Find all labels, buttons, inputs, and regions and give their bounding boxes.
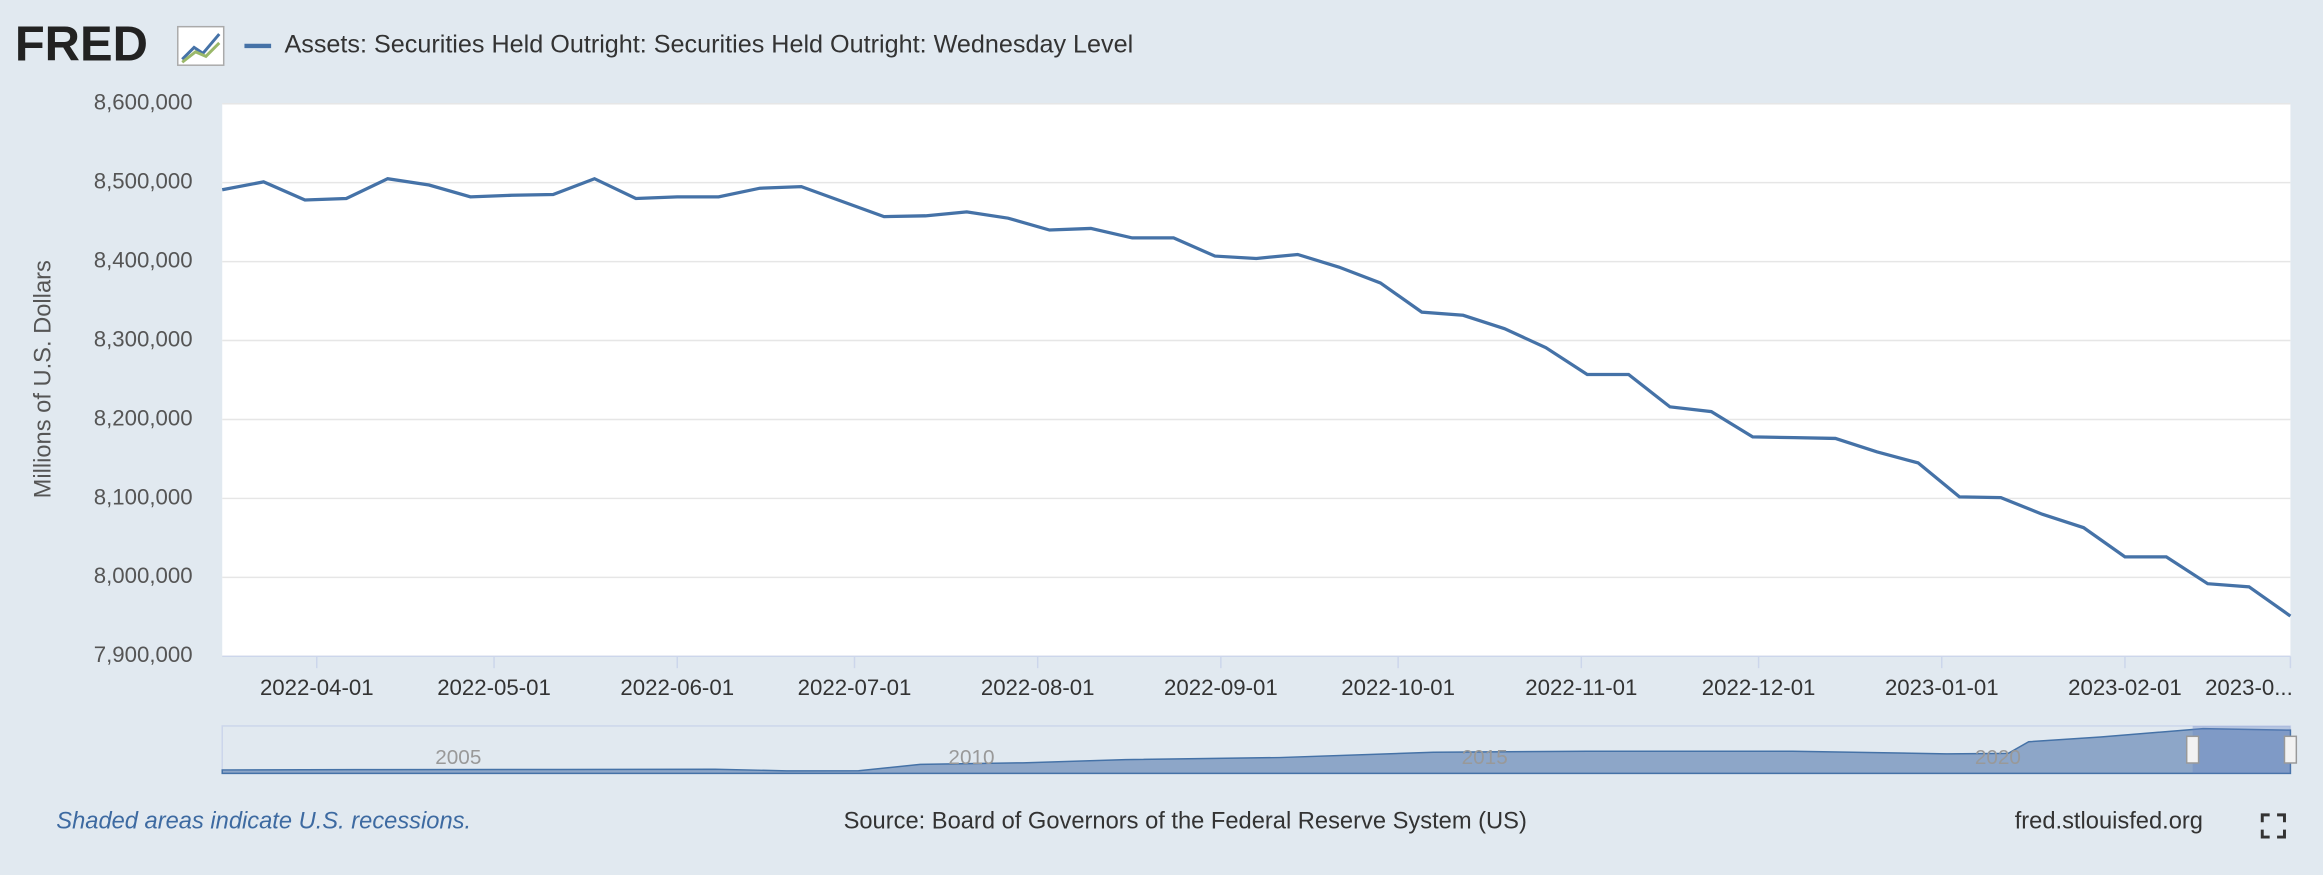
plot-area	[222, 103, 2291, 657]
y-tick-label: 8,200,000	[94, 405, 193, 430]
site[interactable]: fred.stlouisfed.org	[2015, 809, 2203, 835]
x-tick-label: 2022-08-01	[981, 675, 1095, 700]
y-tick-label: 8,400,000	[94, 247, 193, 272]
y-tick-label: 8,300,000	[94, 326, 193, 351]
navigator-handle[interactable]	[2185, 735, 2200, 764]
navigator-label: 2005	[435, 746, 481, 769]
navigator-label: 2010	[948, 746, 994, 769]
navigator-label: 2020	[1975, 746, 2021, 769]
recession-note[interactable]: Shaded areas indicate U.S. recessions.	[56, 809, 471, 835]
x-tick-label: 2022-11-01	[1525, 675, 1637, 700]
navigator-area	[221, 727, 2292, 775]
source: Source: Board of Governors of the Federa…	[844, 809, 1527, 835]
navigator-handle[interactable]	[2283, 735, 2298, 764]
x-tick-label: 2022-09-01	[1164, 675, 1278, 700]
navigator-label: 2015	[1462, 746, 1508, 769]
x-tick-label: 2022-12-01	[1702, 675, 1816, 700]
x-tick-label: 2023-0...	[2205, 675, 2293, 700]
y-tick-label: 8,500,000	[94, 169, 193, 194]
y-tick-label: 7,900,000	[94, 642, 193, 667]
x-tick-label: 2022-05-01	[437, 675, 551, 700]
navigator-selection	[2192, 725, 2291, 774]
y-tick-label: 8,600,000	[94, 90, 193, 115]
x-tick-label: 2022-10-01	[1341, 675, 1455, 700]
y-tick-label: 8,100,000	[94, 484, 193, 509]
y-tick-label: 8,000,000	[94, 563, 193, 588]
x-tick-label: 2023-01-01	[1885, 675, 1999, 700]
logo-icon	[177, 25, 225, 66]
fullscreen-icon[interactable]	[2260, 813, 2286, 839]
x-tick-label: 2022-06-01	[620, 675, 734, 700]
data-line	[221, 176, 2292, 618]
x-tick-label: 2022-07-01	[798, 675, 912, 700]
x-tick-label: 2022-04-01	[260, 675, 374, 700]
legend-label: Assets: Securities Held Outright: Securi…	[284, 31, 1133, 59]
y-axis-title: Millions of U.S. Dollars	[31, 260, 57, 498]
logo: FRED	[15, 17, 148, 71]
x-tick-label: 2023-02-01	[2068, 675, 2182, 700]
